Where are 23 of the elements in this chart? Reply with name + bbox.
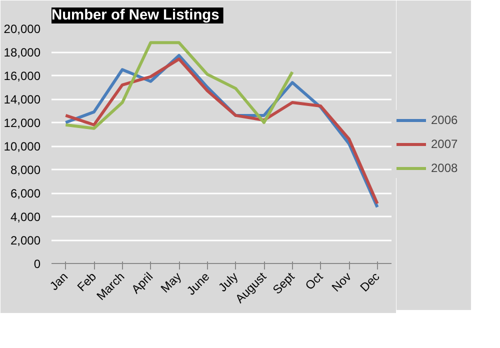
x-tick-label: Jan xyxy=(47,270,71,294)
legend-label: 2006 xyxy=(431,113,458,127)
y-tick-label: 20,000 xyxy=(4,22,41,36)
legend-label: 2007 xyxy=(431,137,458,151)
x-tick-label: July xyxy=(216,270,241,295)
x-tick-label: Oct xyxy=(302,269,326,293)
legend-label: 2008 xyxy=(431,161,458,175)
y-tick-label: 4,000 xyxy=(10,210,41,224)
x-tick-label: Feb xyxy=(74,269,100,294)
y-tick-label: 6,000 xyxy=(10,186,41,200)
x-tick-label: Dec xyxy=(357,270,382,295)
y-tick-label: 2,000 xyxy=(10,234,41,248)
x-tick-label: May xyxy=(158,270,184,296)
y-tick-label: 8,000 xyxy=(10,163,41,177)
y-tick-label: 14,000 xyxy=(4,92,41,106)
y-tick-label: 12,000 xyxy=(4,116,41,130)
y-tick-label: 18,000 xyxy=(4,46,41,60)
x-tick-label: Nov xyxy=(328,270,354,295)
y-tick-label: 10,000 xyxy=(4,140,41,154)
y-tick-label: 16,000 xyxy=(4,69,41,83)
chart-title: Number of New Listings xyxy=(52,8,220,24)
y-tick-label: 0 xyxy=(34,257,41,271)
line-series xyxy=(64,41,294,130)
